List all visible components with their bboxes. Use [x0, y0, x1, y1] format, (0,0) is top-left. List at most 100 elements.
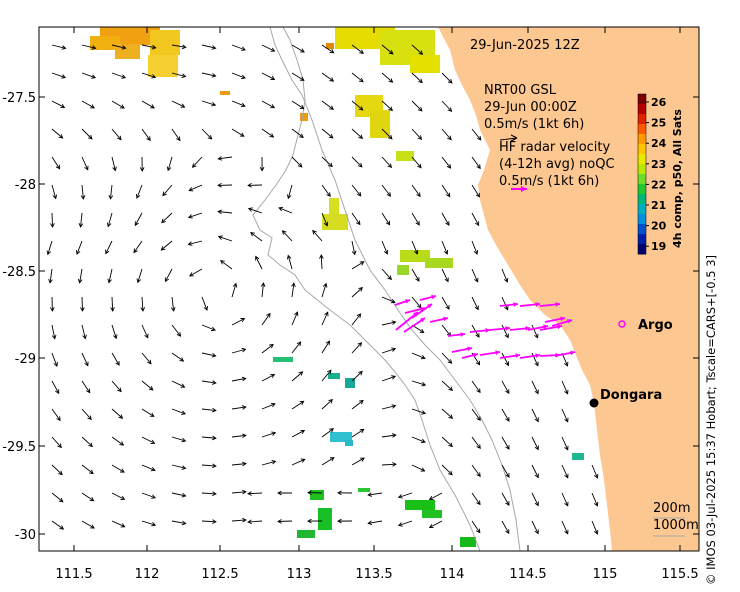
velocity-vector-head: [53, 362, 58, 367]
velocity-vector-head: [367, 492, 373, 497]
velocity-vector: [111, 492, 125, 500]
velocity-vector: [441, 296, 450, 310]
velocity-vector: [531, 492, 539, 506]
velocity-vector-head: [181, 44, 187, 50]
velocity-vector: [381, 128, 393, 140]
velocity-vector: [248, 208, 263, 214]
velocity-vector-head: [564, 473, 569, 479]
velocity-vector-head: [115, 361, 120, 366]
velocity-vector: [398, 520, 413, 526]
velocity-vector: [411, 184, 421, 197]
velocity-vector-head: [476, 472, 481, 478]
velocity-vector-head: [413, 249, 419, 255]
velocity-vector-head: [476, 528, 481, 534]
velocity-vector: [81, 44, 96, 49]
map-frame: [38, 26, 700, 552]
velocity-vector-head: [133, 248, 138, 254]
dongara-label: Dongara: [600, 388, 662, 403]
velocity-vector: [441, 240, 448, 255]
velocity-vector: [471, 268, 479, 282]
velocity-vector: [231, 318, 245, 326]
velocity-vector-head: [358, 134, 364, 140]
velocity-vector: [471, 156, 481, 169]
velocity-vector-head: [386, 192, 392, 197]
sst-patch: [345, 440, 353, 446]
isobath-200m: [269, 26, 521, 552]
velocity-vector: [471, 380, 481, 393]
velocity-vector-head: [415, 220, 420, 226]
velocity-vector: [351, 240, 356, 255]
velocity-vector-head: [387, 163, 393, 169]
velocity-vector-head: [388, 78, 394, 83]
velocity-vector-head: [594, 529, 599, 535]
velocity-vector: [351, 156, 363, 168]
velocity-vector: [368, 492, 383, 496]
velocity-vector: [201, 380, 216, 384]
colorbar-frame: [637, 93, 647, 255]
x-tick-label: 114.5: [509, 567, 546, 582]
model-label-line1: NRT00 GSL: [484, 83, 557, 98]
velocity-vector: [321, 44, 334, 54]
radar-vector-head: [413, 312, 418, 317]
velocity-vector-head: [299, 104, 305, 110]
velocity-vector: [141, 44, 156, 49]
x-tick-label: 112: [135, 567, 160, 582]
velocity-vector-head: [564, 445, 569, 451]
velocity-vector-head: [297, 162, 303, 168]
velocity-vector-head: [475, 221, 480, 227]
velocity-vector-head: [286, 254, 292, 260]
velocity-vector: [231, 519, 246, 522]
velocity-vector-head: [48, 278, 53, 284]
velocity-vector: [201, 408, 216, 411]
velocity-vector: [261, 283, 264, 298]
velocity-vector-head: [420, 355, 426, 360]
velocity-vector: [81, 100, 95, 109]
velocity-vector: [282, 230, 293, 242]
velocity-vector-head: [286, 194, 292, 200]
velocity-vector-head: [112, 166, 117, 172]
radar-vector-head: [420, 306, 425, 312]
velocity-vector-head: [270, 75, 276, 80]
velocity-vector: [351, 261, 365, 270]
velocity-vector-head: [504, 333, 509, 339]
temperature-colorbar: 26 25 24 23 22 21 20 19: [637, 93, 667, 255]
velocity-vector-head: [391, 433, 397, 438]
velocity-vector-head: [417, 163, 422, 169]
velocity-vector-head: [505, 389, 510, 395]
colorbar-segment: [638, 114, 646, 125]
sst-patch: [329, 198, 339, 216]
velocity-vector-head: [534, 473, 539, 479]
velocity-vector: [141, 352, 152, 365]
velocity-vector: [320, 255, 323, 270]
velocity-vector-head: [58, 134, 64, 139]
velocity-vector: [381, 321, 396, 326]
velocity-vector: [411, 212, 420, 226]
velocity-vector-head: [278, 206, 284, 212]
velocity-vector: [321, 283, 327, 298]
velocity-vector-head: [240, 74, 246, 80]
velocity-vector: [141, 408, 155, 417]
depth-label-1000m: 1000m: [653, 518, 699, 533]
velocity-vector-head: [505, 501, 510, 506]
velocity-vector: [441, 184, 451, 197]
y-tick-label: -30: [15, 528, 36, 543]
velocity-vector-head: [505, 417, 510, 422]
velocity-vector: [561, 380, 569, 394]
radar-vector-head: [560, 316, 565, 322]
velocity-vector: [261, 403, 276, 410]
velocity-vector: [411, 72, 423, 83]
velocity-vector-head: [359, 49, 364, 54]
radar-vector-head: [505, 326, 510, 331]
velocity-vector-head: [212, 463, 217, 469]
velocity-vector-head: [117, 387, 122, 393]
velocity-vector: [501, 492, 510, 506]
velocity-vector: [81, 464, 94, 474]
sst-patch: [220, 91, 230, 95]
velocity-vector-head: [564, 417, 569, 423]
radar-vector-head: [555, 302, 560, 307]
velocity-vector-head: [327, 369, 332, 375]
velocity-vector-head: [247, 491, 252, 496]
velocity-vector: [136, 184, 143, 199]
velocity-vector-head: [84, 361, 89, 367]
velocity-vector: [381, 405, 396, 410]
